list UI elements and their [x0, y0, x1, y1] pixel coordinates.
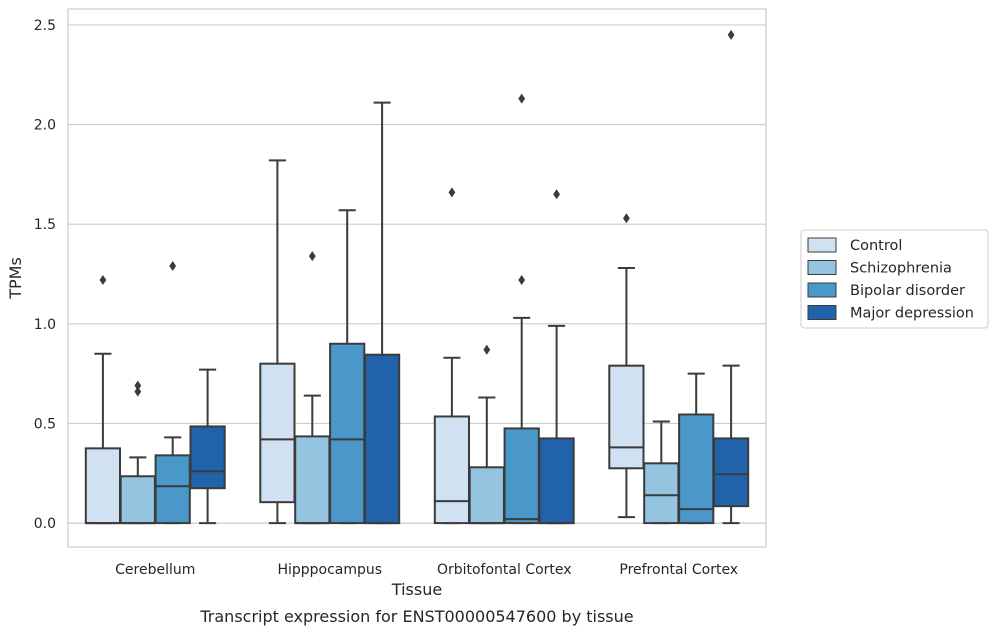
- series-major-depression: [189, 29, 750, 525]
- box-body: [363, 353, 401, 525]
- legend-label: Bipolar disorder: [850, 283, 965, 299]
- series-schizophrenia: [119, 251, 680, 525]
- box-plot: [643, 420, 680, 525]
- legend-label: Schizophrenia: [850, 261, 952, 277]
- series-bipolar-disorder: [154, 93, 715, 525]
- legend-label: Control: [850, 238, 902, 254]
- box-body: [294, 435, 331, 525]
- box-plot: [329, 209, 366, 525]
- outlier-point: [448, 187, 456, 198]
- outlier-point: [727, 29, 735, 40]
- box-body: [84, 447, 122, 525]
- outlier-point: [134, 380, 142, 391]
- y-tick-label: 2.5: [34, 18, 56, 34]
- outlier-point: [623, 213, 630, 224]
- x-tick-label: Hipppocampus: [277, 562, 382, 578]
- box-plot: [119, 380, 156, 525]
- legend-label: Major depression: [850, 306, 974, 322]
- y-tick-label: 1.5: [34, 217, 56, 233]
- box-body: [154, 454, 191, 525]
- box-body: [119, 475, 156, 525]
- y-tick-label: 0.5: [34, 416, 56, 432]
- legend-swatch: [807, 260, 837, 275]
- box-plot: [608, 213, 645, 519]
- box-plot: [538, 189, 575, 525]
- box-body: [468, 466, 505, 525]
- y-tick-labels: 0.0 0.5 1.0 1.5 2.0 2.5: [34, 18, 56, 532]
- box-plot: [259, 159, 296, 525]
- legend: Control Schizophrenia Bipolar disorder Majo…: [800, 229, 989, 329]
- box-plot: [189, 368, 226, 525]
- legend-swatch: [807, 305, 837, 320]
- box-body: [643, 462, 680, 525]
- box-body: [712, 437, 750, 508]
- legend-swatch: [807, 282, 837, 298]
- outlier-point: [483, 344, 491, 355]
- x-tick-label: Prefrontal Cortex: [619, 562, 738, 578]
- outlier-point: [99, 274, 107, 285]
- x-axis-label: Tissue: [391, 580, 442, 599]
- box-plot: [468, 344, 505, 525]
- box-plot: [154, 261, 191, 525]
- outlier-point: [518, 274, 526, 285]
- chart-caption: Transcript expression for ENST0000054760…: [199, 607, 633, 626]
- box-series: [84, 29, 750, 525]
- box-plot: [712, 29, 750, 525]
- box-body: [189, 425, 226, 490]
- box-plot: [363, 101, 401, 525]
- outlier-point: [553, 189, 560, 200]
- box-plot: [433, 187, 471, 525]
- y-tick-label: 2.0: [34, 118, 56, 134]
- outlier-point: [134, 386, 142, 397]
- box-plot: [84, 274, 122, 525]
- box-body: [329, 342, 366, 525]
- legend-swatch: [807, 237, 837, 253]
- legend-frame: [800, 229, 989, 329]
- x-tick-label: Cerebellum: [115, 562, 195, 578]
- box-body: [433, 415, 471, 525]
- outlier-point: [308, 251, 316, 262]
- outlier-point: [518, 93, 526, 104]
- box-body: [678, 413, 715, 525]
- y-axis-label: TPMs: [6, 257, 25, 300]
- x-tick-label: Orbitofontal Cortex: [437, 562, 572, 578]
- box-body: [538, 437, 575, 525]
- box-plot: [678, 372, 715, 525]
- box-body: [608, 364, 645, 470]
- box-plot: [294, 251, 331, 525]
- box-body: [503, 427, 540, 525]
- y-tick-label: 0.0: [34, 516, 56, 532]
- box-body: [259, 362, 296, 504]
- y-tick-label: 1.0: [34, 317, 56, 333]
- series-control: [84, 159, 645, 525]
- x-tick-labels: Cerebellum Hipppocampus Orbitofontal Corte…: [115, 562, 738, 578]
- outlier-point: [169, 261, 177, 272]
